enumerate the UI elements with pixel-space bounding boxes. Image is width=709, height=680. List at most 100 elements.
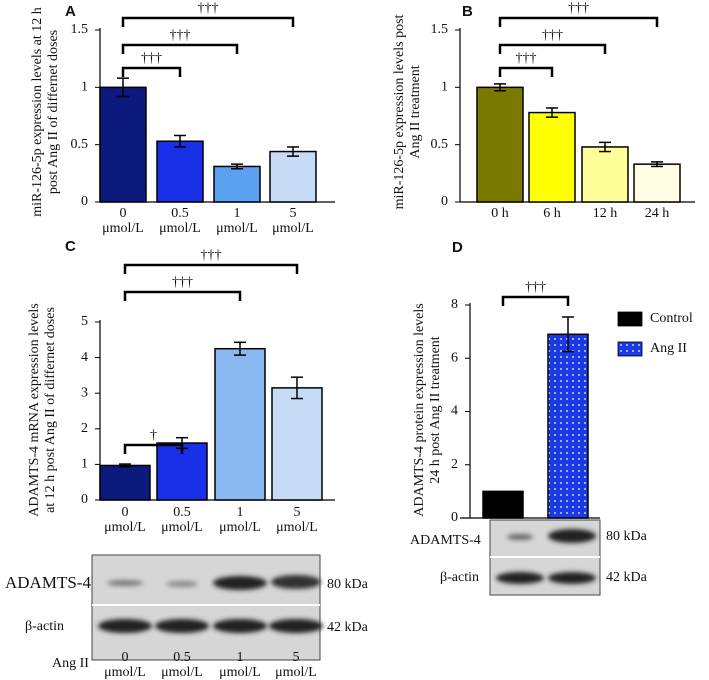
error-bar [117, 77, 129, 98]
error-bar [494, 83, 506, 92]
bracket-line [498, 16, 659, 27]
x-tick-label-box: 5 μmol/L [276, 505, 318, 536]
significance-label: † [150, 428, 157, 443]
significance-bracket: ††† [498, 51, 554, 77]
x-tick-label-box: 12 h [592, 206, 618, 221]
error-bar [599, 141, 611, 153]
x-tick-label-box: 1 μmol/L [219, 505, 261, 535]
significance-label: ††† [198, 1, 219, 16]
bar [213, 165, 261, 203]
x-tick-label: 0.5 μmol/L [161, 505, 203, 536]
x-tick-label: 0 h [491, 206, 509, 221]
error-bar [546, 107, 558, 118]
y-tick-label: 1.5 [71, 22, 89, 37]
blot-control-size: 42 kDa [606, 570, 648, 585]
error-bar [119, 463, 131, 468]
significance-bracket: ††† [121, 51, 182, 77]
bracket-line [501, 295, 570, 306]
significance-bracket: ††† [121, 1, 295, 27]
y-tick-label: 1 [81, 80, 88, 95]
x-tick-label: 6 h [543, 206, 561, 221]
error-bar [651, 161, 663, 168]
x-tick-label-box: 6 h [543, 206, 561, 221]
y-tick-label: 0 [81, 194, 88, 209]
significance-label: ††† [525, 280, 546, 295]
blot-lane-label: 0 μmol/L [104, 650, 146, 680]
x-tick-label: 5 μmol/L [272, 206, 314, 237]
x-tick-label: 1 μmol/L [216, 206, 258, 237]
bar [633, 163, 681, 203]
y-tick-label: 0 [81, 492, 88, 507]
error-bar [231, 163, 243, 170]
blot-lane-label-box: 5 μmol/L [275, 650, 317, 680]
bar [528, 111, 576, 203]
bracket-line [121, 66, 182, 77]
legend-label: Control [650, 311, 693, 326]
legend-swatch [617, 311, 643, 327]
significance-bracket: ††† [123, 275, 242, 301]
significance-bracket: ††† [123, 248, 299, 274]
blot-lane-label-box: 1 μmol/L [219, 650, 261, 680]
y-axis-label: miR-126-5p expression levels post Ang II… [392, 14, 424, 210]
blot-target-size: 80 kDa [327, 577, 369, 592]
panel-label: B [462, 3, 473, 20]
bar [547, 333, 589, 519]
blot-target: ADAMTS-4 [410, 533, 481, 548]
significance-bracket: ††† [498, 1, 659, 27]
x-tick-label-box: 0 μmol/L [104, 505, 146, 536]
significance-label: ††† [201, 248, 222, 263]
blot-treatment: Ang II [52, 656, 89, 671]
x-tick-label: 24 h [644, 206, 670, 221]
blot-lane-label-box: 0.5 μmol/L [161, 650, 203, 680]
legend-label: Ang II [650, 341, 687, 356]
bracket-line [121, 43, 239, 54]
y-axis-label-box: miR-126-5p expression levels post Ang II… [392, 14, 424, 210]
bar [476, 86, 524, 203]
legend-swatch [617, 341, 643, 357]
x-tick-label: 0.5 μmol/L [159, 206, 201, 237]
blot-control: β-actin [25, 619, 64, 634]
y-tick-label: 1 [441, 80, 448, 95]
blot-control-size: 42 kDa [327, 620, 369, 635]
significance-label: ††† [172, 275, 193, 290]
significance-bracket: † [123, 428, 184, 454]
significance-bracket: ††† [121, 28, 239, 54]
x-tick-label: 0 μmol/L [104, 505, 146, 536]
x-tick-label: 5 μmol/L [276, 505, 318, 536]
x-tick-label-box: 0 μmol/L [102, 206, 144, 237]
significance-label: ††† [170, 28, 191, 43]
bracket-line [123, 263, 299, 274]
y-tick-label: 2 [81, 421, 88, 436]
bar [482, 490, 524, 519]
bar [271, 387, 323, 501]
y-tick-label: 3 [81, 385, 88, 400]
bracket-line [123, 290, 242, 301]
y-tick-label: 8 [451, 297, 458, 312]
significance-bracket: ††† [498, 28, 607, 54]
blot-lane-label: 1 μmol/L [219, 650, 261, 680]
y-tick-label: 0.5 [71, 137, 89, 152]
error-bar [287, 146, 299, 157]
y-tick-label: 1 [81, 457, 88, 472]
bar [99, 464, 151, 501]
y-tick-label: 0.5 [431, 137, 449, 152]
bar [99, 86, 147, 203]
y-tick-label: 2 [451, 457, 458, 472]
bracket-line [498, 43, 607, 54]
x-tick-label-box: 24 h [644, 206, 670, 221]
bracket-line [123, 443, 184, 454]
blot-lane-label: 0.5 μmol/L [161, 650, 203, 680]
y-tick-label: 0 [451, 510, 458, 525]
panel-label: C [65, 238, 76, 255]
x-tick-label: 0 μmol/L [102, 206, 144, 237]
x-tick-label: 12 h [592, 206, 618, 221]
y-axis-label-box: ADAMTS-4 protein expression levels 24 h … [412, 303, 443, 516]
blot-lane-label-box: 0 μmol/L [104, 650, 146, 680]
western-blot [489, 519, 601, 596]
x-tick-label-box: 0.5 μmol/L [161, 505, 203, 536]
error-bar [291, 376, 303, 400]
x-tick-label-box: 1 μmol/L [216, 206, 258, 237]
y-tick-label: 0 [441, 194, 448, 209]
y-axis-label-box: miR-126-5p expression levels at 12 h pos… [30, 7, 61, 217]
